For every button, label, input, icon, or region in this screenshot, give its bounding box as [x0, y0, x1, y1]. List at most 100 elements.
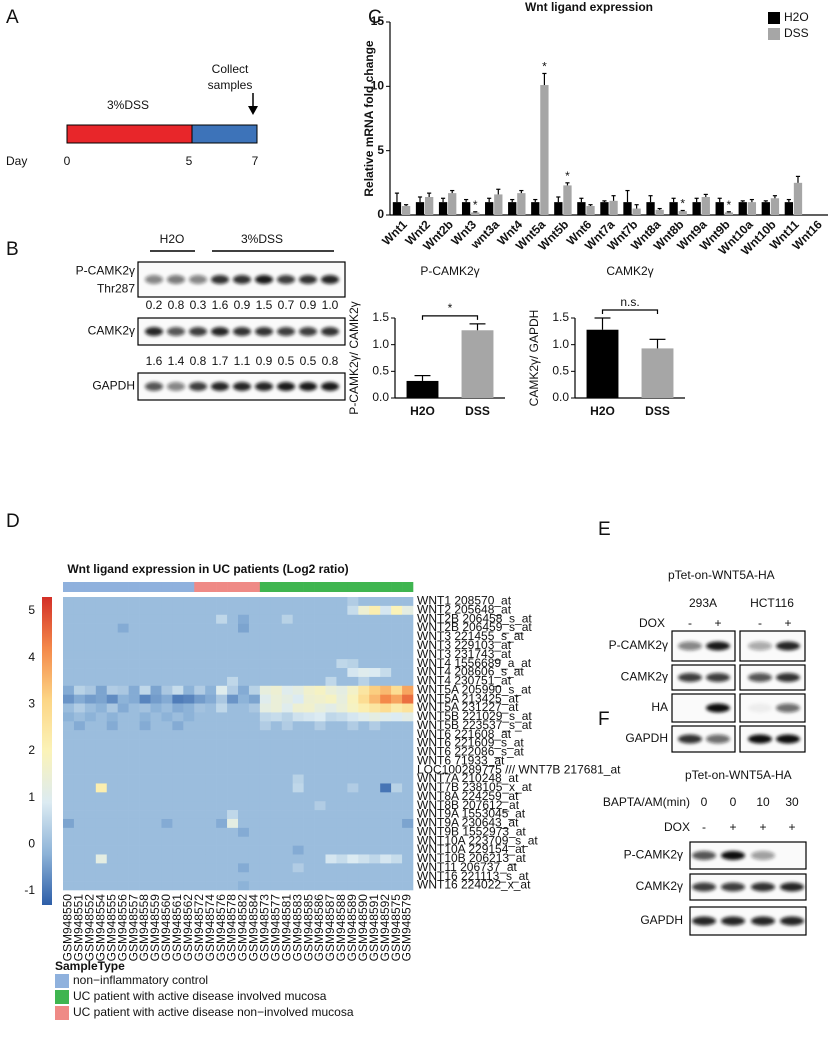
heatmap-cell	[183, 827, 195, 838]
row-label: WNT7B 238105_x_at	[417, 780, 532, 794]
row-label: WNT4 230751_at	[417, 674, 512, 688]
heatmap-cell	[314, 605, 326, 616]
heatmap-cell	[95, 739, 108, 749]
heatmap-cell	[216, 739, 228, 749]
heatmap-cell	[139, 792, 151, 802]
heatmap-cell	[402, 827, 414, 838]
column-label: GSM948552	[83, 894, 97, 962]
sample-type-bar	[73, 582, 86, 592]
heatmap-cell	[303, 774, 315, 784]
heatmap-cell	[216, 801, 228, 811]
heatmap-cell	[336, 747, 348, 758]
heatmap-cell	[194, 747, 206, 758]
sample-type-bar	[325, 582, 337, 592]
heatmap-cell	[391, 783, 403, 793]
heatmap-cell	[216, 605, 228, 616]
heatmap-cell	[172, 756, 184, 766]
group-label: H2O	[160, 232, 185, 246]
heatmap-cell	[106, 632, 118, 642]
heatmap-cell	[63, 605, 75, 616]
heatmap-cell	[238, 685, 250, 695]
heatmap-cell	[63, 623, 75, 633]
row-label: WNT8A 224259_at	[417, 789, 519, 803]
heatmap-cell	[161, 641, 173, 651]
heatmap-cell	[106, 801, 118, 811]
blot-band	[706, 734, 730, 744]
heatmap-cell	[259, 721, 272, 731]
bar	[770, 198, 780, 215]
heatmap-cell	[150, 756, 162, 766]
heatmap-cell	[314, 836, 326, 846]
heatmap-cell	[369, 827, 381, 838]
heatmap-cell	[358, 623, 370, 633]
heatmap-cell	[391, 792, 403, 802]
heatmap-cell	[205, 747, 217, 758]
heatmap-cell	[150, 747, 162, 758]
column-label: GSM948559	[148, 894, 162, 962]
arrow-head	[248, 106, 258, 115]
heatmap-cell	[259, 730, 272, 740]
heatmap-cell	[270, 632, 283, 642]
heatmap-cell	[325, 765, 337, 775]
heatmap-cell	[172, 818, 184, 829]
heatmap-cell	[391, 597, 403, 607]
heatmap-cell	[292, 694, 304, 704]
sample-type-bar	[227, 582, 239, 592]
heatmap-cell	[128, 845, 140, 855]
heatmap-cell	[194, 659, 206, 669]
heatmap-cell	[73, 703, 86, 713]
heatmap-cell	[194, 676, 206, 687]
heatmap-cell	[194, 730, 206, 740]
heatmap-cell	[216, 756, 228, 766]
heatmap-cell	[139, 641, 151, 651]
heatmap-cell	[380, 730, 392, 740]
blot-band	[189, 382, 207, 391]
heatmap-cell	[128, 712, 140, 722]
heatmap-cell	[314, 694, 326, 704]
heatmap-cell	[128, 872, 140, 882]
sample-type-bar	[358, 582, 370, 592]
heatmap-cell	[73, 730, 86, 740]
y-tick-label: 15	[371, 14, 385, 28]
heatmap-cell	[150, 730, 162, 740]
heatmap-cell	[106, 863, 118, 873]
heatmap-cell	[95, 605, 108, 616]
sample-type-bar	[259, 582, 272, 592]
heatmap-cell	[303, 756, 315, 766]
heatmap-cell	[270, 668, 283, 678]
heatmap-cell	[347, 694, 359, 704]
blot-band	[721, 916, 745, 926]
heatmap-cell	[402, 597, 414, 607]
heatmap-cell	[281, 774, 293, 784]
heatmap-cell	[84, 605, 97, 616]
row-label: WNT6 221609_s_at	[417, 736, 524, 750]
heatmap-cell	[336, 792, 348, 802]
heatmap-cell	[117, 792, 129, 802]
heatmap-cell	[205, 818, 217, 829]
heatmap-cell	[369, 694, 381, 704]
bar	[563, 185, 572, 215]
heatmap-cell	[336, 597, 348, 607]
heatmap-cell	[227, 730, 239, 740]
heatmap-cell	[172, 712, 184, 722]
heatmap-cell	[336, 774, 348, 784]
heatmap-cell	[172, 836, 184, 846]
heatmap-cell	[391, 747, 403, 758]
heatmap-cell	[95, 712, 108, 722]
group-label: 3%DSS	[241, 232, 283, 246]
blot-band	[145, 275, 163, 284]
heatmap-cell	[369, 792, 381, 802]
heatmap-cell	[161, 605, 173, 616]
heatmap-cell	[314, 685, 326, 695]
heatmap-cell	[358, 836, 370, 846]
heatmap-cell	[238, 730, 250, 740]
heatmap-cell	[369, 650, 381, 660]
heatmap-cell	[238, 659, 250, 669]
heatmap-cell	[150, 632, 162, 642]
heatmap-cell	[238, 810, 250, 820]
heatmap-cell	[216, 818, 228, 829]
heatmap-cell	[128, 739, 140, 749]
heatmap-cell	[172, 605, 184, 616]
bar	[517, 193, 526, 215]
heatmap-cell	[205, 685, 217, 695]
